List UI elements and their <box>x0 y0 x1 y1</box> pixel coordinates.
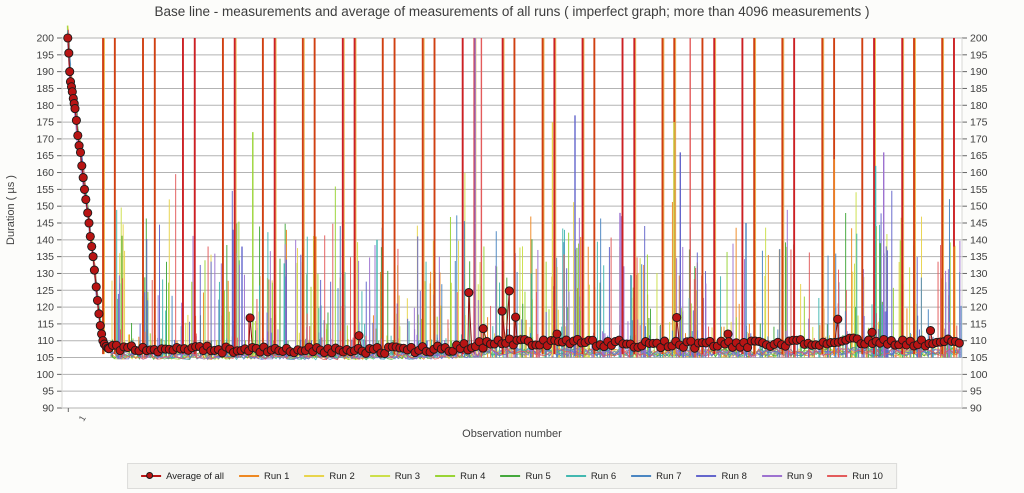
run-line-icon <box>827 475 848 477</box>
run-line-icon <box>369 475 390 477</box>
svg-text:130: 130 <box>36 268 54 280</box>
svg-text:100: 100 <box>970 369 988 381</box>
svg-text:90: 90 <box>970 403 982 415</box>
svg-text:1: 1 <box>77 414 88 423</box>
svg-text:150: 150 <box>36 201 54 213</box>
svg-text:145: 145 <box>970 218 988 230</box>
legend-item-run-9: Run 9 <box>761 470 813 482</box>
svg-text:190: 190 <box>36 66 54 78</box>
legend-item-run-4: Run 4 <box>435 471 485 482</box>
svg-text:100: 100 <box>36 369 54 381</box>
svg-text:175: 175 <box>970 117 988 129</box>
svg-text:105: 105 <box>36 352 54 364</box>
svg-text:165: 165 <box>36 150 54 162</box>
legend-item-run-7: Run 7 <box>631 470 682 482</box>
svg-text:155: 155 <box>970 184 988 196</box>
svg-text:150: 150 <box>970 201 988 213</box>
svg-text:155: 155 <box>36 184 54 196</box>
svg-text:135: 135 <box>970 251 988 263</box>
legend-label: Run 3 <box>394 470 421 482</box>
svg-text:195: 195 <box>970 49 988 61</box>
average-marker-icon <box>141 471 162 479</box>
svg-text:110: 110 <box>37 335 54 347</box>
svg-text:125: 125 <box>36 285 54 297</box>
svg-text:130: 130 <box>970 268 988 280</box>
legend-label: Run 6 <box>590 470 617 482</box>
svg-text:120: 120 <box>970 302 988 314</box>
legend-label: Run 2 <box>329 470 355 482</box>
legend-label: Run 9 <box>786 470 813 482</box>
legend-item-run-3: Run 3 <box>369 470 421 482</box>
legend-item-run-6: Run 6 <box>565 470 617 482</box>
svg-text:200: 200 <box>36 33 54 45</box>
legend-label: Average of all <box>166 470 225 482</box>
legend-item-run-2: Run 2 <box>304 470 355 482</box>
legend: Average of all Run 1 Run 2 Run 3 Run 4 Run 5 R… <box>127 463 897 489</box>
svg-text:170: 170 <box>970 133 988 145</box>
svg-text:190: 190 <box>970 66 988 78</box>
legend-label: Run 1 <box>264 470 290 482</box>
svg-text:180: 180 <box>36 100 54 112</box>
svg-text:175: 175 <box>36 117 54 129</box>
legend-item-run-10: Run 10 <box>827 471 883 482</box>
svg-text:115: 115 <box>970 318 987 330</box>
run-line-icon <box>435 475 456 477</box>
svg-text:140: 140 <box>36 234 54 246</box>
svg-text:135: 135 <box>36 251 54 263</box>
svg-text:160: 160 <box>36 167 54 179</box>
chart-title: Base line - measurements and average of … <box>154 4 870 19</box>
run-line-icon <box>631 475 652 477</box>
svg-text:165: 165 <box>970 150 988 162</box>
run-line-icon <box>761 475 782 477</box>
run-line-icon <box>239 475 260 477</box>
svg-text:200: 200 <box>970 33 988 45</box>
svg-text:185: 185 <box>36 83 54 95</box>
svg-text:110: 110 <box>970 335 987 347</box>
svg-text:125: 125 <box>970 285 988 297</box>
run-line-icon <box>565 475 586 477</box>
run-line-icon <box>696 475 717 477</box>
x-axis-title: Observation number <box>462 428 562 440</box>
legend-label: Run 4 <box>460 470 486 482</box>
run-line-icon <box>304 475 325 477</box>
svg-text:180: 180 <box>970 100 988 112</box>
svg-text:170: 170 <box>36 133 54 145</box>
legend-item-run-8: Run 8 <box>696 470 747 482</box>
svg-text:120: 120 <box>36 302 54 314</box>
svg-text:95: 95 <box>42 386 54 398</box>
legend-label: Run 5 <box>525 470 551 482</box>
svg-text:160: 160 <box>970 167 988 179</box>
run-line-icon <box>500 475 521 477</box>
svg-text:185: 185 <box>970 83 988 95</box>
svg-text:95: 95 <box>970 386 982 398</box>
svg-text:105: 105 <box>970 352 988 364</box>
legend-label: Run 10 <box>852 470 883 482</box>
legend-label: Run 7 <box>656 470 682 482</box>
legend-item-run-5: Run 5 <box>500 470 551 482</box>
svg-text:90: 90 <box>42 403 54 415</box>
svg-text:115: 115 <box>37 318 54 330</box>
svg-text:195: 195 <box>36 49 54 61</box>
legend-label: Run 8 <box>721 470 747 482</box>
legend-item-run-1: Run 1 <box>239 471 289 482</box>
svg-text:145: 145 <box>36 218 54 230</box>
legend-item-average: Average of all <box>141 471 224 482</box>
svg-text:140: 140 <box>970 234 988 246</box>
